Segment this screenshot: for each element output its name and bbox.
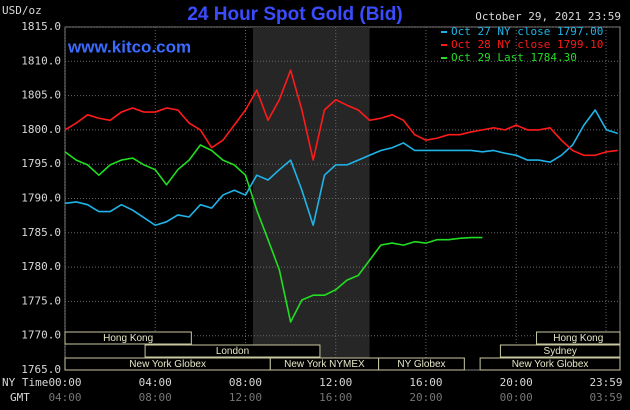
session-box [144, 344, 321, 358]
session-label: New York Globex [512, 359, 589, 370]
x-tick-label: 08:00 [229, 376, 262, 389]
chart-title: 24 Hour Spot Gold (Bid) [187, 4, 402, 25]
x2-tick-label: 08:00 [139, 391, 172, 404]
legend-label: Oct 27 NY close 1797.00 [451, 25, 603, 38]
unit-label: USD/oz [2, 4, 42, 17]
x-tick-label: 16:00 [409, 376, 442, 389]
y-tick-label: 1805.0 [21, 89, 61, 102]
x2-tick-label: 04:00 [48, 391, 81, 404]
session-box [499, 344, 621, 358]
y-tick-label: 1795.0 [21, 157, 61, 170]
plot-back [64, 26, 621, 371]
x-tick-label: 00:00 [48, 376, 81, 389]
x2-tick-label: 03:59 [589, 391, 622, 404]
session-label: New York NYMEX [284, 359, 365, 370]
y-tick-label: 1770.0 [21, 329, 61, 342]
price-line [64, 144, 483, 323]
x-tick-label: 04:00 [139, 376, 172, 389]
y-tick-label: 1785.0 [21, 226, 61, 239]
price-line [64, 109, 618, 227]
session-box [479, 357, 621, 371]
session-box [378, 357, 465, 371]
x2-tick-label: 00:00 [500, 391, 533, 404]
session-label: Sydney [544, 346, 577, 357]
session-label: Hong Kong [553, 333, 603, 344]
y-tick-label: 1765.0 [21, 363, 61, 376]
y-tick-label: 1775.0 [21, 294, 61, 307]
session-box [64, 331, 192, 345]
x2-axis-label: GMT [10, 391, 30, 404]
session-label: London [216, 346, 249, 357]
x2-tick-label: 16:00 [319, 391, 352, 404]
y-tick-label: 1815.0 [21, 20, 61, 33]
session-label: Hong Kong [103, 333, 153, 344]
session-label: NY Globex [397, 359, 445, 370]
x-tick-label: 23:59 [589, 376, 622, 389]
session-label: New York Globex [129, 359, 206, 370]
y-tick-label: 1790.0 [21, 192, 61, 205]
session-box [536, 331, 621, 345]
watermark: www.kitco.com [67, 37, 191, 56]
x-axis-label: NY Time [2, 376, 48, 389]
y-tick-label: 1780.0 [21, 260, 61, 273]
y-tick-label: 1810.0 [21, 54, 61, 67]
x2-tick-label: 20:00 [409, 391, 442, 404]
legend-label: Oct 28 NY close 1799.10 [451, 38, 603, 51]
x-tick-label: 20:00 [500, 376, 533, 389]
price-line [64, 69, 618, 161]
x-tick-label: 12:00 [319, 376, 352, 389]
legend-label: Oct 29 Last 1784.30 [451, 51, 577, 64]
x2-tick-label: 12:00 [229, 391, 262, 404]
y-tick-label: 1800.0 [21, 123, 61, 136]
timestamp: October 29, 2021 23:59 [475, 10, 621, 23]
